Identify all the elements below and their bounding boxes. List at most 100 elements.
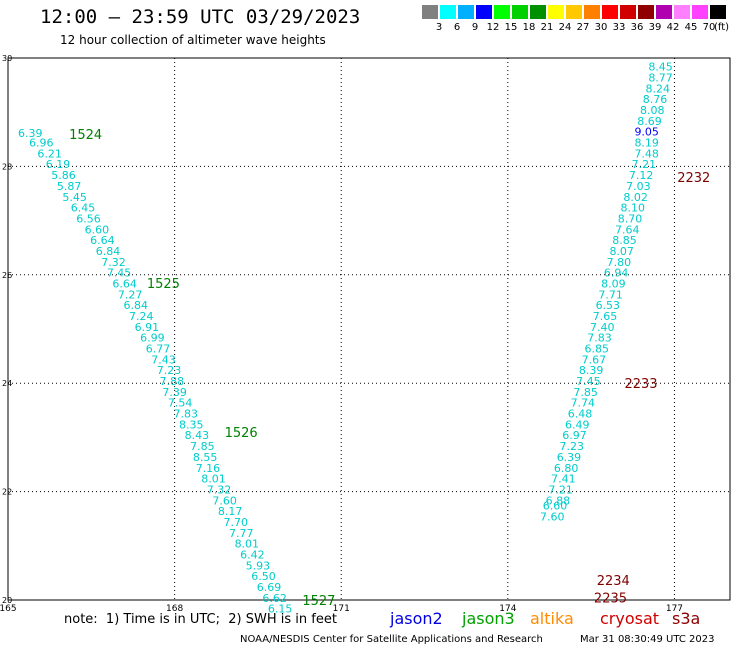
wave-height-point: 7.21	[548, 483, 573, 496]
page-title: 12:00 – 23:59 UTC 03/29/2023	[40, 6, 361, 28]
wave-height-point: 7.83	[173, 408, 198, 421]
color-scale-label: 30	[594, 22, 608, 33]
color-scale-label: 12	[486, 22, 500, 33]
wave-height-point: 6.62	[262, 592, 287, 605]
wave-height-point: 8.01	[235, 538, 260, 551]
wave-height-point: 6.96	[29, 137, 54, 150]
color-scale-label: 45	[684, 22, 698, 33]
wave-height-point: 6.45	[71, 202, 96, 215]
wave-height-point: 6.56	[76, 212, 101, 225]
wave-height-point: 7.71	[598, 288, 623, 301]
color-swatch	[530, 5, 546, 19]
wave-height-point: 8.19	[634, 137, 659, 150]
color-scale-label: 42	[666, 22, 680, 33]
color-scale-label: 36	[630, 22, 644, 33]
wave-height-point: 6.69	[257, 581, 282, 594]
wave-height-point: 8.10	[621, 202, 646, 215]
wave-height-point: 7.39	[162, 386, 187, 399]
pass-number-label: 2234	[597, 574, 630, 589]
color-scale-label: 27	[576, 22, 590, 33]
wave-height-point: 6.94	[604, 267, 629, 280]
wave-height-point: 5.87	[57, 180, 82, 193]
satellite-legend-jason3: jason3	[462, 609, 515, 628]
pass-number-label: 2233	[624, 377, 657, 392]
x-tick-label: 165	[0, 604, 17, 614]
wave-height-point: 6.60	[85, 223, 110, 236]
wave-height-point: 6.53	[596, 299, 621, 312]
color-swatch	[656, 5, 672, 19]
pass-number-label: 2235	[594, 591, 627, 606]
wave-height-point: 7.85	[190, 440, 215, 453]
wave-height-point: 7.21	[632, 158, 657, 171]
wave-height-point: 7.41	[551, 473, 576, 486]
wave-height-point: 8.17	[218, 505, 243, 518]
color-swatch	[584, 5, 600, 19]
y-tick-label: 30	[2, 54, 12, 63]
wave-height-point: 6.88	[546, 494, 571, 507]
wave-height-point: 8.08	[640, 104, 665, 117]
wave-height-point: 6.64	[90, 234, 115, 247]
wave-height-point: 6.85	[584, 343, 609, 356]
color-swatch	[638, 5, 654, 19]
wave-height-point: 7.24	[129, 310, 154, 323]
wave-height-point: 7.32	[207, 483, 232, 496]
wave-height-point: 8.55	[193, 451, 218, 464]
wave-height-point: 7.60	[212, 494, 237, 507]
color-swatch	[458, 5, 474, 19]
color-swatch	[602, 5, 618, 19]
wave-height-point: 7.45	[107, 267, 132, 280]
wave-height-point: 8.77	[648, 72, 673, 85]
wave-height-point: 7.27	[118, 288, 143, 301]
wave-height-point: 7.43	[151, 353, 176, 366]
wave-height-point: 6.15	[268, 603, 293, 616]
color-scale-label: 24	[558, 22, 572, 33]
wave-height-point: 7.88	[160, 375, 185, 388]
color-scale-label: 6	[453, 22, 461, 33]
wave-height-point: 7.16	[196, 462, 221, 475]
wave-height-point: 8.70	[618, 212, 643, 225]
color-scale-label: 21	[540, 22, 554, 33]
y-tick-label: 26	[2, 271, 12, 280]
color-scale-label: 39	[648, 22, 662, 33]
wave-height-point: 6.48	[568, 408, 593, 421]
wave-height-point: 7.77	[229, 527, 254, 540]
color-scale-label: 33	[612, 22, 626, 33]
satellite-legend-cryosat: cryosat	[600, 609, 660, 628]
satellite-legend-jason2: jason2	[390, 609, 443, 628]
credit-line: NOAA/NESDIS Center for Satellite Applica…	[240, 634, 543, 645]
generated-timestamp: Mar 31 08:30:49 UTC 2023	[580, 634, 715, 645]
wave-height-point: 5.45	[62, 191, 87, 204]
wave-height-point: 7.67	[582, 353, 607, 366]
color-swatch	[476, 5, 492, 19]
wave-height-point: 7.85	[573, 386, 598, 399]
wave-height-point: 8.09	[601, 277, 626, 290]
wave-height-point: 8.69	[637, 115, 662, 128]
wave-height-point: 8.02	[623, 191, 648, 204]
wave-height-point: 7.40	[590, 321, 615, 334]
wave-height-point: 7.80	[607, 256, 632, 269]
wave-height-point: 7.23	[157, 364, 182, 377]
satellite-legend-s3a: s3a	[672, 609, 701, 628]
wave-height-point: 7.45	[576, 375, 601, 388]
wave-height-point: 6.19	[46, 158, 71, 171]
color-swatch	[674, 5, 690, 19]
color-swatch	[548, 5, 564, 19]
wave-height-point: 7.12	[629, 169, 654, 182]
wave-height-point: 8.45	[648, 61, 673, 74]
wave-height-point: 5.86	[51, 169, 76, 182]
color-swatch	[692, 5, 708, 19]
pass-number-label: 1524	[69, 128, 102, 143]
color-swatch	[566, 5, 582, 19]
color-swatch	[512, 5, 528, 19]
wave-height-point: 6.80	[554, 462, 579, 475]
wave-height-point: 8.43	[185, 429, 210, 442]
wave-height-point: 8.07	[609, 245, 634, 258]
x-tick-label: 174	[499, 604, 516, 614]
color-swatch	[494, 5, 510, 19]
y-tick-label: 22	[2, 488, 12, 497]
x-tick-label: 171	[333, 604, 350, 614]
color-swatch	[422, 5, 438, 19]
wave-height-point: 8.85	[612, 234, 637, 247]
wave-height-point: 7.83	[587, 332, 612, 345]
